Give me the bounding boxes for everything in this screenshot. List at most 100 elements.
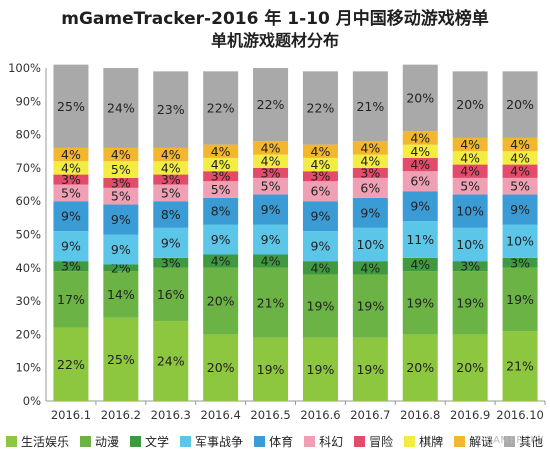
bar-segment: [153, 257, 189, 268]
data-label: 10%: [456, 204, 484, 219]
data-label: 8%: [161, 207, 181, 222]
bar-segment: [302, 171, 338, 182]
bar-segment: [103, 204, 139, 235]
bar-segment: [203, 71, 239, 145]
data-label: 4%: [61, 147, 81, 162]
bar-segment: [502, 267, 538, 332]
legend-swatch: [304, 435, 316, 447]
data-label: 4%: [460, 137, 480, 152]
bar-segment: [203, 157, 239, 172]
bar-segment: [352, 261, 388, 275]
data-label: 5%: [460, 179, 480, 194]
bar-segment: [502, 194, 538, 225]
data-label: 19%: [356, 362, 384, 377]
data-label: 3%: [211, 169, 231, 184]
data-label: 5%: [161, 185, 181, 200]
bar-segment: [203, 181, 239, 198]
data-label: 19%: [406, 295, 434, 310]
x-tick-label: 2016.4: [201, 408, 241, 422]
legend-item: 科幻: [304, 433, 343, 450]
data-label: 9%: [311, 239, 331, 254]
data-label: 21%: [356, 99, 384, 114]
data-label: 20%: [506, 97, 534, 112]
x-tick-label: 2016.5: [250, 408, 290, 422]
data-label: 6%: [360, 180, 380, 195]
bar-segment: [253, 224, 289, 255]
data-label: 6%: [410, 174, 430, 189]
bar-segment: [53, 327, 89, 401]
data-label: 9%: [161, 235, 181, 250]
data-label: 19%: [307, 299, 335, 314]
bar-segment: [352, 227, 388, 262]
bar-segment: [203, 334, 239, 401]
y-tick-label: 70%: [15, 161, 41, 175]
data-label: 3%: [261, 165, 281, 180]
data-label: 5%: [211, 182, 231, 197]
data-label: 20%: [207, 294, 235, 309]
data-label: 3%: [460, 259, 480, 274]
data-label: 4%: [61, 160, 81, 175]
legend-item: 棋牌: [404, 433, 443, 450]
bar-segment: [103, 147, 139, 162]
data-label: 3%: [61, 172, 81, 187]
bar-segment: [402, 171, 438, 192]
legend-swatch: [454, 435, 466, 447]
x-tick-label: 2016.8: [400, 408, 440, 422]
data-label: 20%: [456, 360, 484, 375]
legend-item: 动漫: [80, 433, 119, 450]
bar-segment: [402, 157, 438, 172]
data-label: 10%: [356, 237, 384, 252]
bar-segment: [103, 264, 139, 272]
legend-label: 科幻: [319, 434, 344, 449]
bar-segment: [302, 261, 338, 275]
x-tick-label: 2016.7: [350, 408, 390, 422]
bar-segment: [302, 157, 338, 172]
bar-segment: [402, 257, 438, 272]
data-label: 25%: [107, 352, 135, 367]
legend-item: 解谜: [454, 433, 493, 450]
bar-segment: [452, 261, 488, 272]
data-label: 5%: [261, 179, 281, 194]
bar-segment: [352, 71, 388, 142]
data-label: 10%: [506, 234, 534, 249]
bar-segment: [452, 164, 488, 178]
bar-segment: [452, 151, 488, 165]
bar-segment: [452, 271, 488, 335]
data-label: 5%: [111, 162, 131, 177]
bar-segment: [53, 64, 89, 148]
bar-segment: [352, 197, 388, 228]
bar-segment: [352, 337, 388, 401]
stacked-bar-chart: 0% 10% 20% 30% 40% 50% 60% 70% 80% 90% 100% 22% 17% 3…: [8, 61, 546, 422]
x-tick-label: 2016.10: [496, 408, 544, 422]
data-label: 4%: [211, 157, 231, 172]
legend-item: 其他: [504, 433, 543, 450]
bar-segment: [103, 271, 139, 318]
bar-segment: [302, 181, 338, 202]
bar-segment: [153, 174, 189, 185]
bar-segment: [352, 274, 388, 338]
data-label: 24%: [107, 100, 135, 115]
data-label: 9%: [360, 205, 380, 220]
bar-segment: [402, 271, 438, 335]
bar-segment: [452, 177, 488, 195]
legend-swatch: [504, 435, 516, 447]
data-label: 4%: [410, 144, 430, 159]
data-label: 19%: [356, 299, 384, 314]
data-label: 21%: [257, 295, 285, 310]
data-label: 4%: [261, 140, 281, 155]
bar-segment: [253, 154, 289, 168]
bar-segment: [302, 337, 338, 401]
bar-segment: [153, 201, 189, 228]
bar-segment: [53, 261, 89, 272]
legend-swatch: [404, 435, 416, 447]
legend-label: 体育: [269, 434, 294, 449]
data-label: 5%: [61, 185, 81, 200]
legend-label: 军事战争: [195, 434, 244, 449]
data-label: 10%: [456, 237, 484, 252]
data-label: 22%: [57, 357, 85, 372]
chart-legend: 生活娱乐 动漫 文学 军事战争 体育 科幻 冒险 棋牌 解谜 其他: [6, 431, 546, 451]
bar-segment: [53, 147, 89, 162]
data-label: 4%: [360, 154, 380, 169]
bar-segment: [402, 191, 438, 222]
bar-segment: [103, 177, 139, 188]
